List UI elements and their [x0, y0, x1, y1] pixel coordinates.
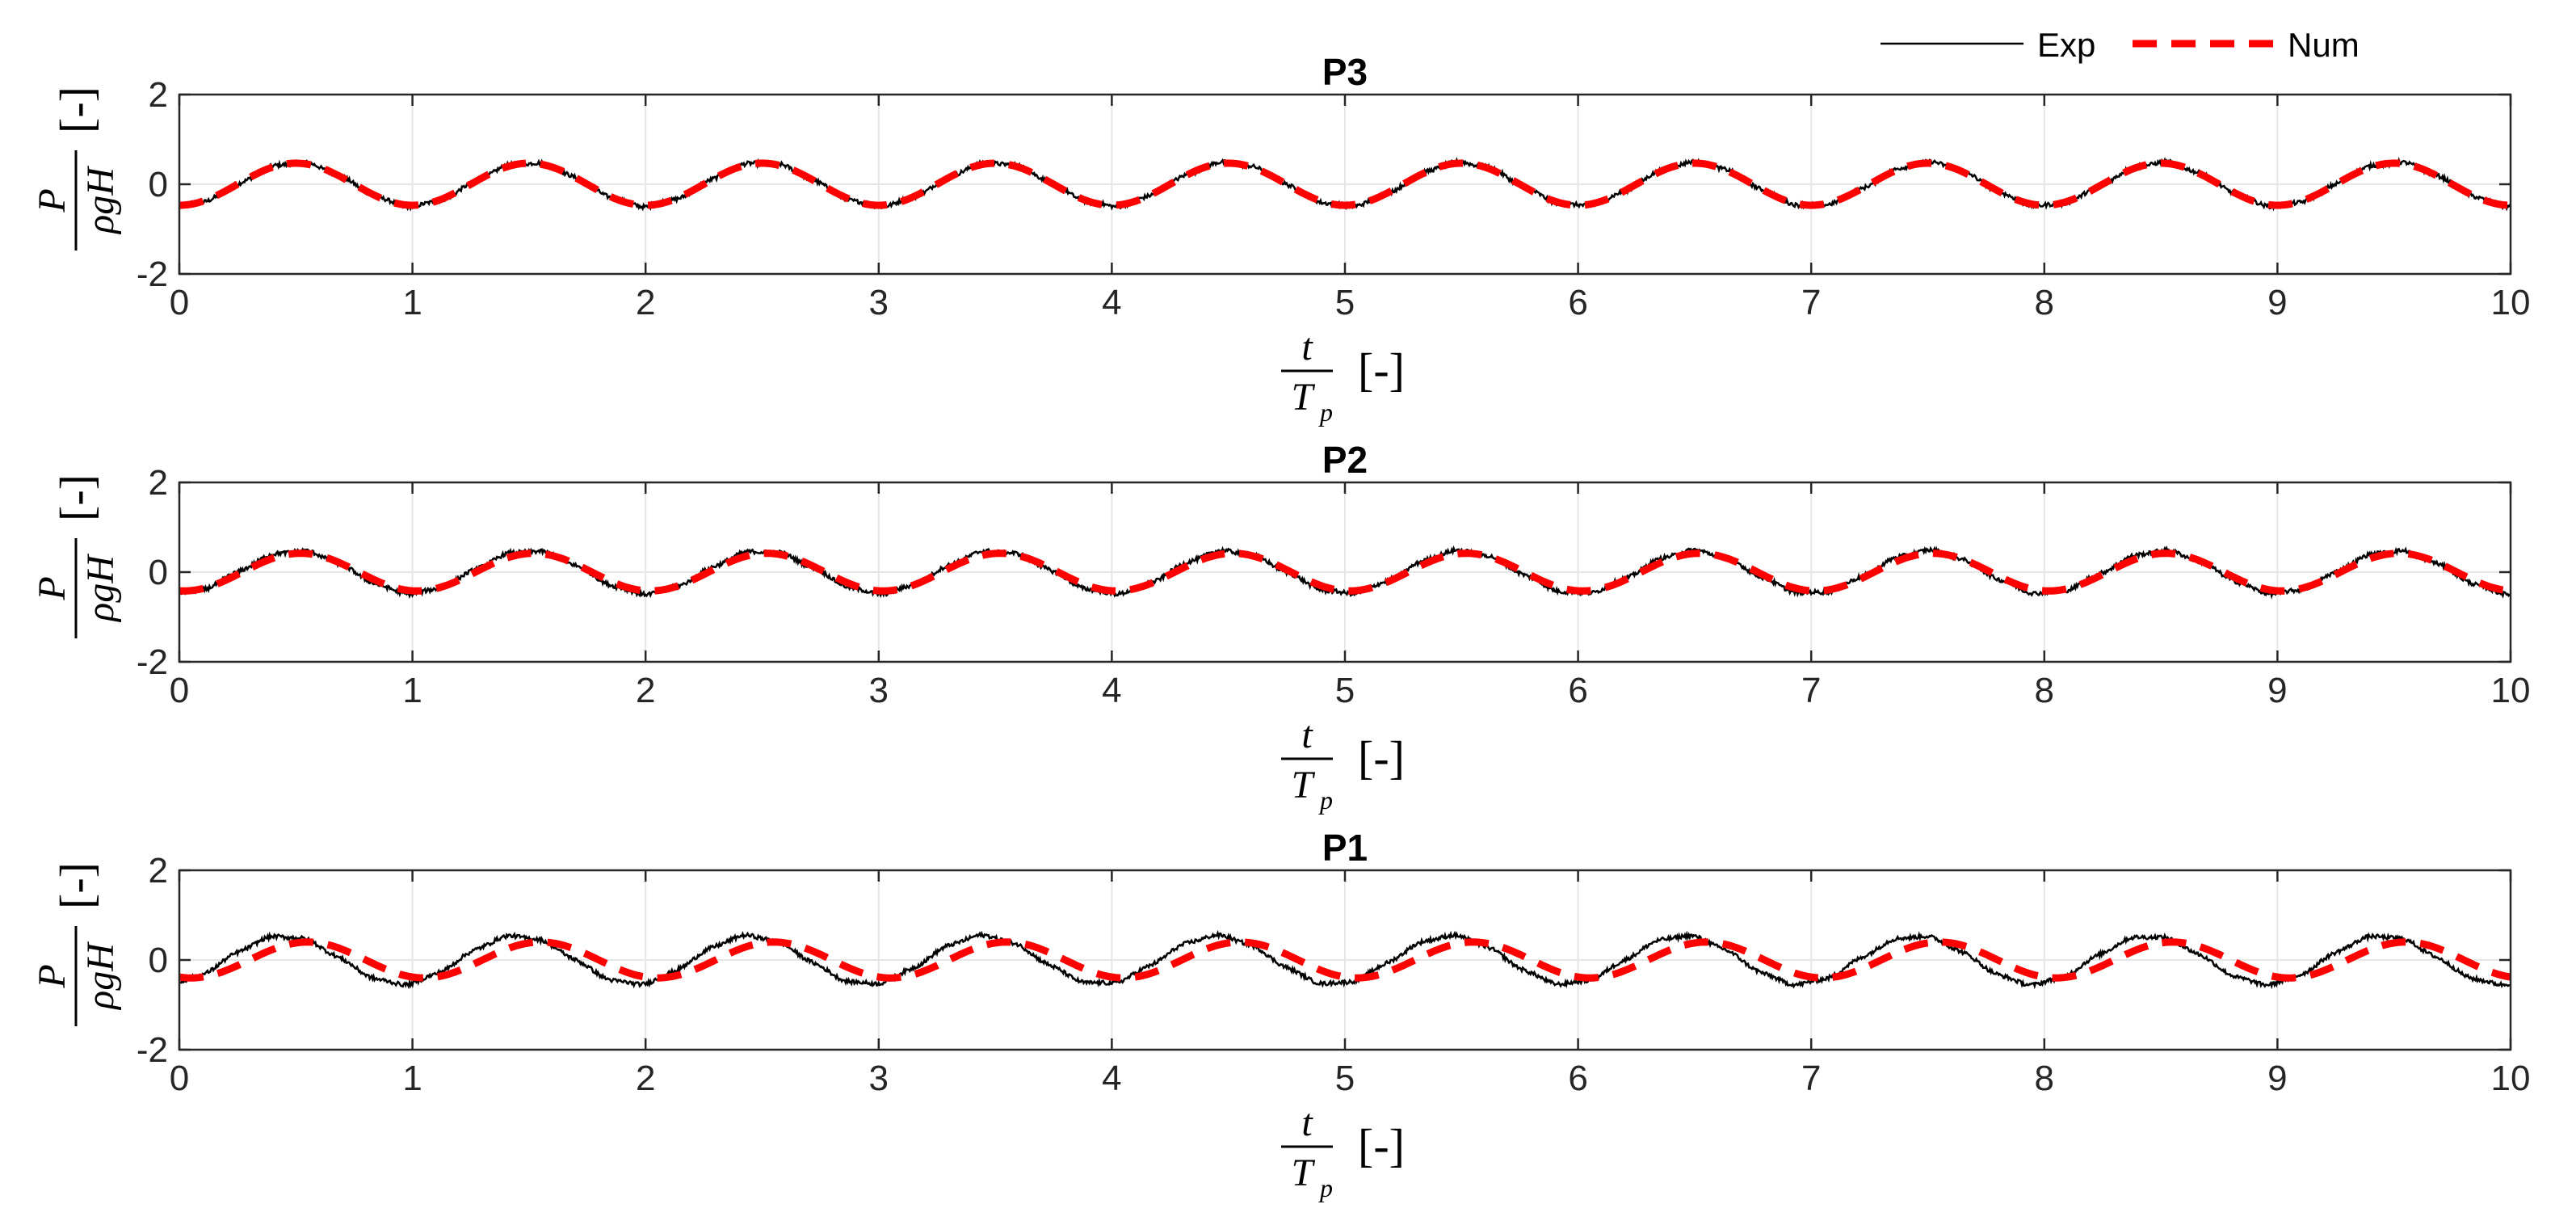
x-tick-label: 3	[869, 671, 889, 710]
legend-label-num: Num	[2288, 26, 2360, 64]
x-tick-label: 5	[1335, 671, 1355, 710]
y-tick-label: 0	[149, 941, 168, 980]
x-label-subscript: p	[1318, 785, 1333, 815]
y-label-denominator: ρgH	[79, 166, 122, 235]
x-tick-label: 8	[2035, 1059, 2054, 1098]
x-tick-label: 3	[869, 283, 889, 322]
x-tick-label: 8	[2035, 283, 2054, 322]
x-tick-label: 6	[1568, 283, 1587, 322]
y-label-numerator: P	[31, 188, 74, 213]
x-tick-label: 2	[636, 1059, 655, 1098]
x-tick-label: 7	[1801, 1059, 1821, 1098]
y-label-unit: [-]	[50, 474, 103, 521]
series-exp-line	[179, 929, 2511, 990]
y-tick-label: -2	[137, 255, 168, 294]
x-tick-label: 4	[1102, 671, 1121, 710]
x-axis-label: tT p [-]	[1281, 326, 1405, 427]
x-label-subscript: p	[1318, 398, 1333, 427]
x-label-unit: [-]	[1358, 1119, 1405, 1172]
y-label-numerator: P	[31, 576, 74, 600]
x-tick-label: 2	[636, 283, 655, 322]
y-label-unit: [-]	[50, 86, 103, 133]
subplot-title: P2	[1322, 439, 1368, 481]
series-num-line	[179, 938, 2511, 982]
x-label-unit: [-]	[1358, 343, 1405, 396]
y-label-denominator: ρgH	[79, 554, 122, 623]
x-tick-label: 6	[1568, 1059, 1587, 1098]
x-tick-label: 10	[2491, 671, 2531, 710]
subplot-title: P1	[1322, 827, 1368, 869]
x-label-subscript: p	[1318, 1173, 1333, 1202]
x-tick-label: 1	[402, 1059, 422, 1098]
y-tick-label: -2	[137, 642, 168, 682]
x-tick-label: 4	[1102, 283, 1121, 322]
x-tick-label: 9	[2267, 671, 2287, 710]
x-axis-label: tT p [-]	[1281, 1101, 1405, 1202]
x-label-denominator: T	[1292, 1152, 1316, 1194]
y-tick-label: 0	[149, 553, 168, 592]
x-tick-label: 0	[170, 283, 189, 322]
y-tick-label: 0	[149, 165, 168, 204]
x-tick-label: 8	[2035, 671, 2054, 710]
x-tick-label: 7	[1801, 283, 1821, 322]
y-tick-label: -2	[137, 1030, 168, 1070]
x-label-numerator: t	[1301, 714, 1313, 756]
x-tick-label: 4	[1102, 1059, 1121, 1098]
x-tick-label: 3	[869, 1059, 889, 1098]
y-label-numerator: P	[31, 964, 74, 988]
x-tick-label: 6	[1568, 671, 1587, 710]
x-label-numerator: t	[1301, 326, 1313, 368]
y-tick-label: 2	[149, 75, 168, 115]
subplot-title: P3	[1322, 51, 1368, 93]
series-num-line	[179, 159, 2511, 209]
x-tick-label: 1	[402, 283, 422, 322]
y-label-denominator: ρgH	[79, 941, 122, 1011]
x-axis-label: tT p [-]	[1281, 714, 1405, 815]
x-tick-label: 2	[636, 671, 655, 710]
x-tick-label: 9	[2267, 283, 2287, 322]
x-tick-label: 0	[170, 1059, 189, 1098]
x-label-numerator: t	[1301, 1101, 1313, 1144]
x-tick-label: 0	[170, 671, 189, 710]
x-label-unit: [-]	[1358, 731, 1405, 784]
x-tick-label: 5	[1335, 1059, 1355, 1098]
x-label-denominator: T	[1292, 376, 1316, 419]
x-label-denominator: T	[1292, 764, 1316, 806]
x-tick-label: 10	[2491, 1059, 2531, 1098]
x-tick-label: 1	[402, 671, 422, 710]
y-label-unit: [-]	[50, 862, 103, 909]
y-tick-label: 2	[149, 463, 168, 503]
series-num-line	[179, 549, 2511, 595]
x-tick-label: 5	[1335, 283, 1355, 322]
y-tick-label: 2	[149, 851, 168, 890]
x-tick-label: 9	[2267, 1059, 2287, 1098]
legend: Exp Num	[1881, 26, 2360, 64]
x-tick-label: 7	[1801, 671, 1821, 710]
x-tick-label: 10	[2491, 283, 2531, 322]
legend-label-exp: Exp	[2037, 26, 2095, 64]
